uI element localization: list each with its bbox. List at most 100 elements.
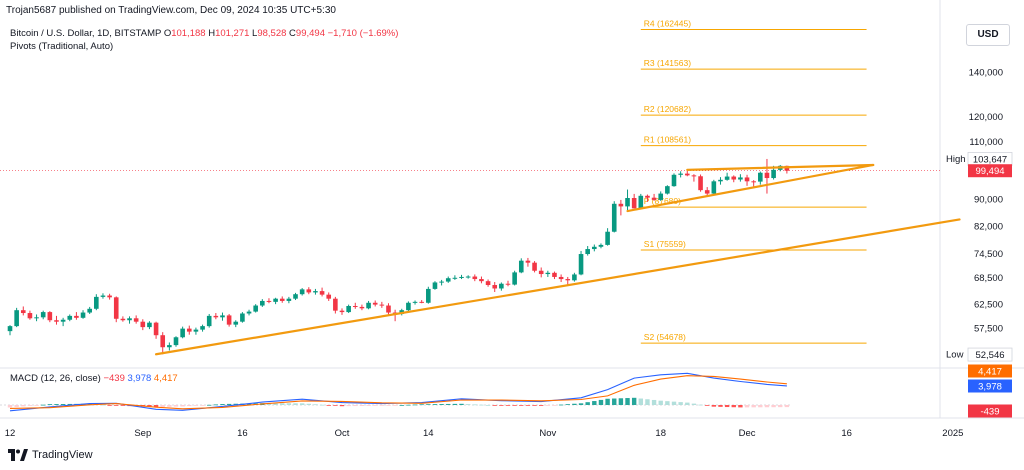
- macd-histogram-bar: [764, 405, 770, 408]
- macd-histogram-bar: [392, 405, 398, 406]
- pivots-indicator-legend[interactable]: Pivots (Traditional, Auto): [10, 41, 114, 52]
- candle-body: [94, 296, 99, 309]
- macd-name[interactable]: MACD (12, 26, close): [10, 373, 101, 384]
- candle-body: [233, 321, 239, 325]
- ohlc-open: O101,188: [163, 28, 206, 39]
- candle-body: [107, 295, 112, 298]
- candle-body: [60, 319, 66, 322]
- time-tick-label: 2025: [942, 428, 963, 439]
- macd-histogram-bar: [412, 404, 418, 406]
- candle-body: [532, 262, 537, 271]
- macd-histogram-bar: [585, 402, 590, 405]
- macd-histogram-bar: [645, 399, 650, 405]
- candle-body: [585, 249, 590, 255]
- candle-body: [180, 328, 185, 338]
- macd-histogram-bar: [505, 405, 511, 406]
- macd-histogram-bar: [532, 405, 537, 406]
- macd-histogram-bar: [558, 404, 564, 406]
- macd-histogram-bar: [472, 404, 477, 406]
- candle-body: [751, 181, 756, 183]
- macd-histogram-bar: [539, 405, 544, 406]
- candle-body: [273, 298, 278, 302]
- macd-histogram-bar: [512, 405, 517, 406]
- pivot-level-label: S1 (75559): [644, 239, 686, 249]
- macd-histogram-bar: [738, 405, 743, 408]
- candle-body: [339, 310, 345, 313]
- candle-body: [545, 272, 551, 275]
- macd-histogram-bar: [246, 403, 252, 405]
- candle-body: [691, 175, 697, 177]
- candle-body: [326, 294, 332, 299]
- macd-histogram-bar: [731, 405, 736, 408]
- macd-histogram-bar: [193, 405, 199, 406]
- candle-body: [47, 312, 53, 321]
- macd-histogram-bar: [7, 405, 13, 408]
- candle-body: [206, 315, 212, 327]
- macd-histogram-bar: [499, 405, 504, 406]
- price-tick-label: 140,000: [969, 67, 1003, 78]
- macd-histogram-bar: [333, 405, 338, 406]
- macd-axis-value: 4,417: [978, 367, 1002, 378]
- candle-body: [319, 291, 325, 295]
- macd-histogram-bar: [213, 404, 219, 406]
- candle-body: [518, 260, 524, 273]
- macd-histogram-bar: [326, 405, 331, 406]
- macd-histogram-bar: [426, 404, 431, 405]
- candle-body: [684, 173, 690, 176]
- macd-histogram-bar: [180, 405, 185, 407]
- macd-histogram-bar: [67, 403, 72, 405]
- macd-histogram-bar: [147, 405, 152, 407]
- macd-histogram-bar: [339, 405, 345, 407]
- time-tick-label: Sep: [134, 428, 151, 439]
- price-change: −1,710 (−1.69%): [327, 28, 399, 39]
- candle-body: [718, 179, 723, 182]
- macd-histogram-bar: [114, 405, 119, 406]
- macd-histogram-bar: [160, 405, 165, 407]
- macd-histogram-bar: [266, 403, 272, 405]
- candle-body: [160, 335, 166, 348]
- macd-histogram-bar: [446, 403, 451, 405]
- macd-histogram-bar: [21, 405, 26, 407]
- macd-histogram-bar: [306, 403, 311, 405]
- macd-histogram-bar: [705, 405, 710, 406]
- candle-body: [439, 281, 444, 283]
- candle-body: [153, 322, 159, 336]
- macd-histogram-bar: [479, 404, 484, 406]
- macd-histogram-bar: [784, 405, 790, 408]
- symbol-title[interactable]: Bitcoin / U.S. Dollar, 1D, BITSTAMP: [10, 28, 162, 39]
- macd-histogram-bar: [778, 405, 783, 408]
- macd-legend: MACD (12, 26, close) −439 3,978 4,417: [10, 373, 178, 384]
- price-tick-label: 82,000: [974, 221, 1003, 232]
- price-tick-label: 57,500: [974, 324, 1003, 335]
- macd-histogram-bar: [233, 403, 238, 405]
- currency-button[interactable]: USD: [966, 24, 1010, 46]
- time-tick-label: 16: [237, 428, 248, 439]
- macd-histogram-bar: [107, 405, 112, 406]
- candle-body: [758, 172, 763, 182]
- candle-body: [286, 298, 292, 301]
- candle-body: [167, 345, 172, 348]
- ohlc-close: C99,494: [289, 28, 325, 39]
- candle-body: [525, 260, 531, 263]
- price-tick-label: 90,000: [974, 195, 1003, 206]
- candle-body: [731, 176, 737, 180]
- candle-body: [572, 274, 577, 281]
- pivot-level-label: R1 (108561): [644, 135, 691, 145]
- macd-signal-value: 4,417: [153, 373, 178, 384]
- candle-body: [147, 322, 152, 328]
- pivot-level-label: P (87680): [644, 196, 681, 206]
- candle-body: [452, 277, 458, 279]
- candle-body: [704, 190, 710, 194]
- candle-body: [658, 193, 664, 200]
- macd-histogram-bar: [592, 401, 597, 405]
- macd-histogram-bar: [625, 398, 630, 405]
- macd-histogram-bar: [744, 405, 750, 408]
- candle-body: [711, 181, 717, 194]
- low-value: 52,546: [975, 350, 1004, 361]
- last-price-value: 99,494: [975, 166, 1004, 177]
- macd-histogram-bar: [41, 404, 46, 406]
- time-tick-label: 14: [423, 428, 434, 439]
- pivot-level-label: R3 (141563): [644, 58, 691, 68]
- candle-body: [7, 326, 13, 332]
- time-tick-label: Oct: [335, 428, 350, 439]
